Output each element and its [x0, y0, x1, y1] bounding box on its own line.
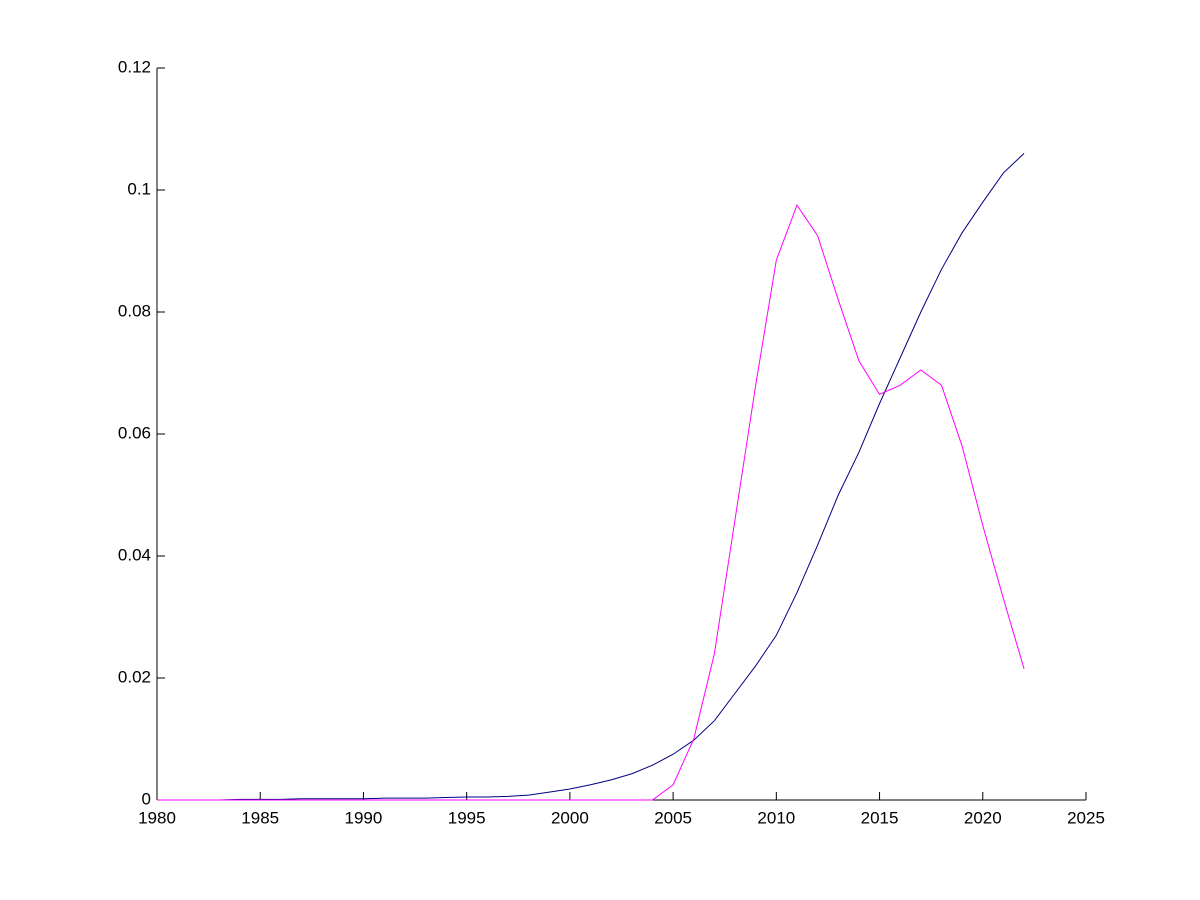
y-tick-label: 0.08 — [118, 301, 151, 320]
x-tick-label: 1980 — [138, 808, 176, 827]
y-tick-label: 0.1 — [127, 179, 151, 198]
y-tick-label: 0.12 — [118, 57, 151, 76]
x-tick-label: 2010 — [757, 808, 795, 827]
x-tick-label: 1985 — [241, 808, 279, 827]
series-line — [157, 153, 1025, 801]
y-tick-label: 0.06 — [118, 423, 151, 442]
x-tick-label: 2025 — [1067, 808, 1105, 827]
y-tick-label: 0 — [142, 789, 151, 808]
x-tick-label: 2015 — [861, 808, 899, 827]
series-line — [157, 204, 1025, 801]
x-tick-label: 1995 — [448, 808, 486, 827]
x-tick-label: 1990 — [345, 808, 383, 827]
y-tick-label: 0.02 — [118, 667, 151, 686]
x-tick-label: 2020 — [964, 808, 1002, 827]
x-tick-label: 2000 — [551, 808, 589, 827]
y-tick-label: 0.04 — [118, 545, 151, 564]
x-tick-label: 2005 — [654, 808, 692, 827]
